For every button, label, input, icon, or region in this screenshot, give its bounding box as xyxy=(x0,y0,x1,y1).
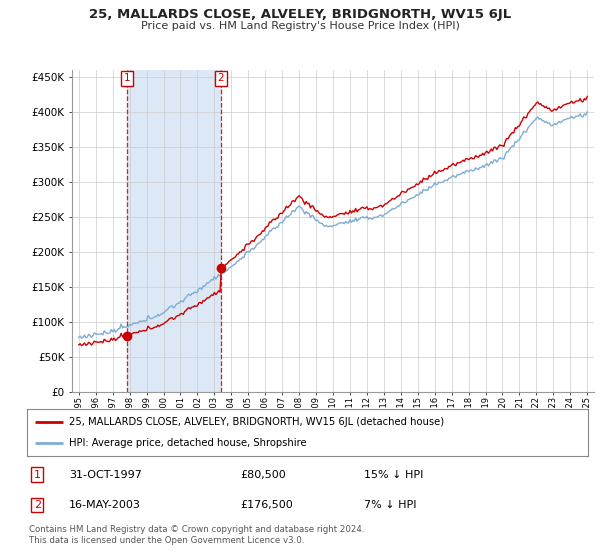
Text: £80,500: £80,500 xyxy=(240,470,286,480)
Text: 1: 1 xyxy=(34,470,41,480)
Text: £176,500: £176,500 xyxy=(240,500,293,510)
Text: Price paid vs. HM Land Registry's House Price Index (HPI): Price paid vs. HM Land Registry's House … xyxy=(140,21,460,31)
Text: 31-OCT-1997: 31-OCT-1997 xyxy=(69,470,142,480)
Text: Contains HM Land Registry data © Crown copyright and database right 2024.: Contains HM Land Registry data © Crown c… xyxy=(29,525,364,534)
Text: 7% ↓ HPI: 7% ↓ HPI xyxy=(364,500,416,510)
Text: 2: 2 xyxy=(217,73,224,83)
Text: 16-MAY-2003: 16-MAY-2003 xyxy=(69,500,141,510)
Text: 25, MALLARDS CLOSE, ALVELEY, BRIDGNORTH, WV15 6JL: 25, MALLARDS CLOSE, ALVELEY, BRIDGNORTH,… xyxy=(89,8,511,21)
Text: 25, MALLARDS CLOSE, ALVELEY, BRIDGNORTH, WV15 6JL (detached house): 25, MALLARDS CLOSE, ALVELEY, BRIDGNORTH,… xyxy=(69,417,444,427)
Text: This data is licensed under the Open Government Licence v3.0.: This data is licensed under the Open Gov… xyxy=(29,536,304,545)
Bar xyxy=(127,70,221,392)
Text: 1: 1 xyxy=(124,73,130,83)
Text: 15% ↓ HPI: 15% ↓ HPI xyxy=(364,470,423,480)
Text: HPI: Average price, detached house, Shropshire: HPI: Average price, detached house, Shro… xyxy=(69,438,307,448)
Text: 2: 2 xyxy=(34,500,41,510)
